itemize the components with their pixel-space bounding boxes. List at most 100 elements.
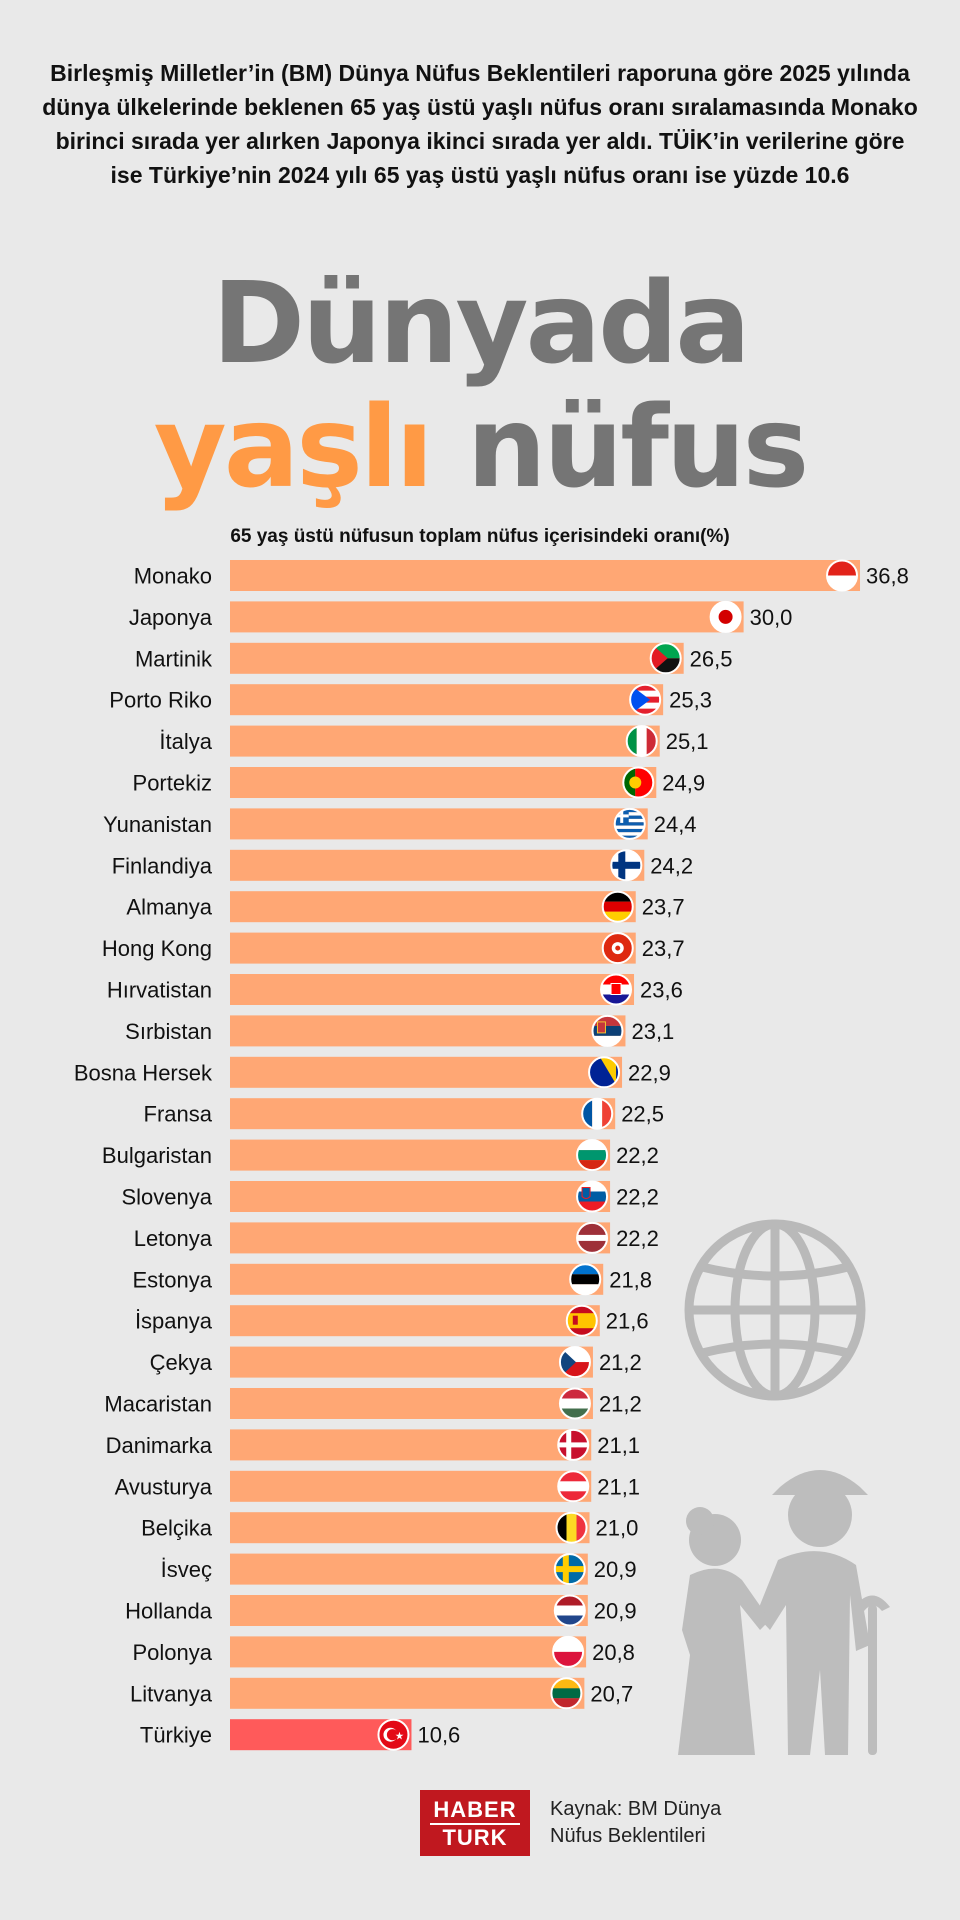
category-label: Porto Riko	[109, 688, 212, 713]
martinique-flag-icon	[649, 642, 682, 675]
headline-word-grey: nüfus	[466, 383, 810, 513]
headline-line1: Dünyada	[212, 259, 751, 389]
value-label: 21,0	[596, 1516, 639, 1541]
value-label: 24,9	[662, 771, 705, 796]
bar	[230, 932, 636, 964]
value-label: 22,2	[616, 1185, 659, 1210]
italy-flag-icon	[625, 725, 658, 758]
value-label: 23,7	[642, 895, 685, 920]
bar	[230, 725, 660, 757]
latvia-flag-icon	[576, 1221, 609, 1254]
bar	[230, 1181, 611, 1212]
austria-flag-icon	[557, 1470, 590, 1503]
category-label: Slovenya	[121, 1185, 212, 1210]
category-label: Polonya	[132, 1640, 212, 1665]
value-label: 21,1	[597, 1433, 640, 1458]
value-label: 22,2	[616, 1143, 659, 1168]
category-label: Yunanistan	[103, 812, 212, 837]
bar	[230, 1098, 616, 1130]
value-label: 20,9	[594, 1557, 637, 1582]
bar	[230, 1388, 593, 1419]
category-label: Sırbistan	[125, 1019, 212, 1044]
value-label: 20,8	[592, 1640, 635, 1665]
croatia-flag-icon	[600, 973, 633, 1006]
netherlands-flag-icon	[553, 1594, 586, 1627]
category-label: Hollanda	[125, 1599, 213, 1624]
category-label: Danimarka	[106, 1433, 213, 1458]
bar	[230, 601, 744, 633]
value-label: 23,6	[640, 978, 683, 1003]
belgium-flag-icon	[555, 1511, 588, 1544]
bar	[230, 1263, 604, 1295]
category-label: Letonya	[134, 1226, 213, 1251]
category-label: Belçika	[141, 1516, 213, 1541]
hong-kong-flag-icon	[601, 932, 634, 965]
category-label: Bulgaristan	[102, 1143, 212, 1168]
headline-word-orange: yaşlı	[153, 383, 434, 513]
turkey-flag-icon	[377, 1718, 410, 1751]
value-label: 30,0	[750, 605, 793, 630]
category-label: Monako	[134, 564, 212, 589]
headline-line2: yaşlı nüfus	[0, 392, 960, 504]
value-label: 22,2	[616, 1226, 659, 1251]
value-label: 21,8	[609, 1267, 652, 1292]
bar	[230, 1553, 588, 1585]
category-label: Çekya	[150, 1350, 213, 1375]
value-label: 21,6	[606, 1309, 649, 1334]
source-text: Kaynak: BM Dünya Nüfus Beklentileri	[550, 1798, 722, 1847]
slovenia-flag-icon	[576, 1180, 609, 1213]
bar	[230, 1056, 623, 1088]
value-label: 24,2	[650, 853, 693, 878]
bar	[230, 1305, 600, 1337]
category-label: Bosna Hersek	[74, 1060, 213, 1085]
value-label: 26,5	[690, 646, 733, 671]
category-label: Japonya	[129, 605, 213, 630]
denmark-flag-icon	[557, 1428, 590, 1461]
category-label: Hırvatistan	[107, 978, 212, 1003]
bar	[230, 560, 861, 591]
bar	[230, 767, 657, 798]
globe-icon	[684, 1219, 866, 1401]
category-label: Estonya	[133, 1267, 213, 1292]
bar	[230, 642, 684, 674]
poland-flag-icon	[552, 1635, 585, 1668]
bar	[230, 1470, 592, 1502]
logo-divider	[430, 1823, 520, 1825]
spain-flag-icon	[565, 1304, 598, 1337]
japan-flag-icon	[709, 600, 742, 633]
category-label: Almanya	[126, 895, 212, 920]
greece-flag-icon	[613, 807, 646, 840]
bar	[230, 891, 636, 923]
value-label: 21,2	[599, 1392, 642, 1417]
france-flag-icon	[581, 1097, 614, 1130]
value-label: 23,7	[642, 936, 685, 961]
category-label: Hong Kong	[102, 936, 212, 961]
value-label: 25,3	[669, 688, 712, 713]
puerto-rico-flag-icon	[629, 683, 662, 716]
category-label: Avusturya	[115, 1474, 213, 1499]
bar	[230, 1429, 592, 1461]
category-label: İtalya	[159, 729, 212, 754]
value-label: 24,4	[654, 812, 697, 837]
bar	[230, 1346, 593, 1378]
bar	[230, 684, 664, 716]
bar	[230, 849, 645, 881]
value-label: 21,1	[597, 1474, 640, 1499]
value-label: 36,8	[866, 564, 909, 589]
germany-flag-icon	[601, 890, 634, 923]
hungary-flag-icon	[558, 1387, 591, 1420]
value-label: 21,2	[599, 1350, 642, 1375]
haberturk-logo: HABER TURK	[420, 1790, 530, 1856]
category-label: Finlandiya	[112, 853, 213, 878]
bar	[230, 1595, 588, 1626]
estonia-flag-icon	[569, 1263, 602, 1296]
category-label: Martinik	[135, 646, 213, 671]
value-label: 22,5	[621, 1102, 664, 1127]
category-label: Macaristan	[104, 1392, 212, 1417]
value-label: 22,9	[628, 1060, 671, 1085]
elderly-couple-icon	[678, 1470, 890, 1755]
category-label: Litvanya	[130, 1681, 213, 1706]
chart-title: 65 yaş üstü nüfusun toplam nüfus içerisi…	[230, 526, 730, 547]
logo-bottom-text: TURK	[442, 1825, 508, 1850]
bar	[230, 1512, 590, 1544]
